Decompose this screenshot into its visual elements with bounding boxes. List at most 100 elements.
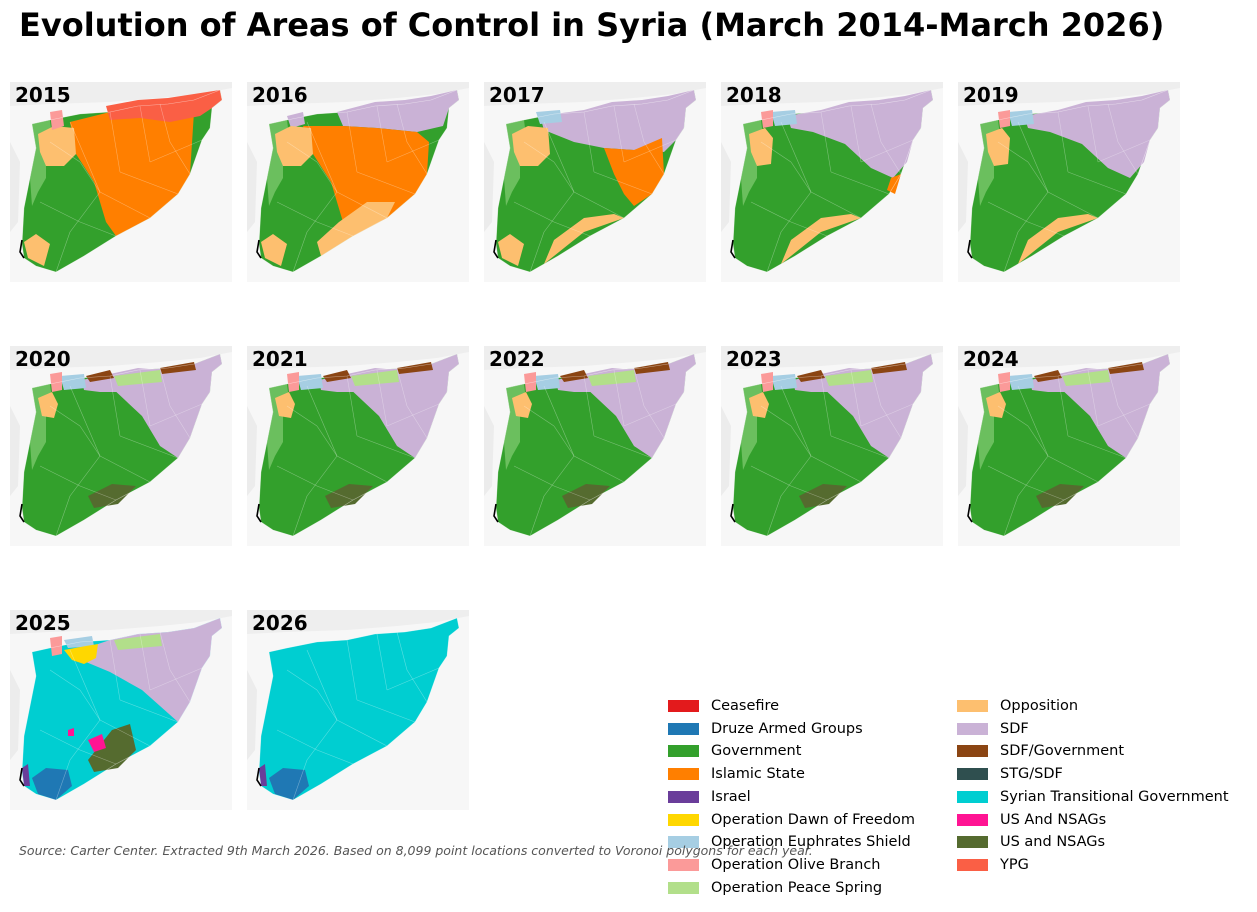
cell-edge (1027, 425, 1049, 457)
zone-sdf-government (1034, 370, 1062, 382)
zone-opposition (317, 202, 395, 256)
cell-edge (1117, 141, 1139, 175)
basemap-neighbour (721, 82, 943, 106)
legend-label: Operation Dawn of Freedom (711, 811, 916, 828)
zone-opposition (1018, 214, 1098, 264)
cell-edge (513, 465, 555, 487)
legend-swatch (957, 813, 988, 826)
cell-edge (49, 405, 81, 427)
cell-edge (386, 403, 440, 427)
cell-edge (573, 191, 625, 219)
legend-swatch (668, 813, 699, 826)
cell-edge (780, 191, 812, 233)
zone-operation-peace-spring (114, 370, 162, 386)
legend-swatch (957, 790, 988, 803)
cell-edge (987, 465, 1029, 487)
zone-operation-euphrates-shield (1008, 374, 1034, 390)
cell-edge (766, 495, 782, 537)
legend-label: Ceasefire (711, 698, 780, 714)
zone-opposition (749, 392, 769, 418)
zone-operation-peace-spring (825, 370, 873, 386)
panel-year-label: 2024 (963, 347, 1019, 371)
cell-edge (286, 405, 318, 427)
cell-edge (292, 495, 308, 537)
legend-item-government: Government (668, 741, 801, 761)
basemap-neighbour (247, 82, 469, 106)
voronoi-lines (39, 367, 203, 537)
basemap-neighbour (484, 346, 706, 370)
zone-islamic-state (604, 138, 664, 206)
cell-edge (1003, 231, 1019, 273)
legend-item-sdf-government: SDF/Government (957, 741, 1124, 761)
cell-edge (513, 201, 555, 223)
zone-islamic-state (303, 126, 429, 236)
syria-map-2021 (247, 346, 469, 546)
zone-druze-armed-groups (269, 768, 309, 800)
legend-item-stg-sdf: STG/SDF (957, 764, 1063, 784)
cell-edge (99, 191, 151, 219)
basemap-neighbour (10, 82, 232, 106)
cell-edge (860, 139, 914, 163)
zone-sdf (540, 90, 696, 152)
cell-edge (583, 375, 595, 437)
syria-map-2022 (484, 346, 706, 546)
basemap-neighbour (247, 346, 469, 370)
cell-edge (543, 191, 575, 233)
cell-edge (987, 201, 1029, 223)
cell-edge (623, 139, 677, 163)
legend-swatch (668, 700, 699, 712)
cell-edge (850, 105, 862, 163)
voronoi-lines (987, 367, 1151, 537)
cell-edge (1017, 455, 1049, 497)
zone-opposition (544, 214, 624, 264)
zone-opposition (749, 128, 773, 166)
cell-edge (643, 141, 665, 175)
zone-opposition (275, 392, 295, 418)
cell-edge (346, 639, 358, 701)
legend-label: US And NSAGs (1000, 811, 1107, 828)
map-panel-2019: 2019 (958, 82, 1180, 282)
map-panel-2017: 2017 (484, 82, 706, 282)
cell-edge (306, 649, 338, 721)
cell-edge (159, 367, 171, 407)
map-panel-2016: 2016 (247, 82, 469, 282)
syria-map-2015 (10, 82, 232, 282)
cell-edge (386, 139, 440, 163)
zone-islamic-state (70, 104, 194, 236)
cell-edge (760, 405, 792, 427)
panel-year-label: 2020 (15, 347, 71, 371)
country-outline (969, 89, 1171, 273)
cell-edge (356, 435, 416, 459)
syria-map-2018 (721, 82, 943, 282)
legend-label: SDF (1000, 720, 1029, 737)
syria-map-2017 (484, 82, 706, 282)
cell-edge (149, 139, 203, 163)
legend-item-ypg: YPG (957, 855, 1029, 875)
zone-us-and-nsags (799, 484, 847, 508)
panel-year-label: 2015 (15, 83, 71, 107)
cell-edge (1017, 385, 1049, 457)
cell-edge (79, 485, 117, 501)
cell-edge (149, 667, 203, 691)
cell-edge (529, 231, 545, 273)
cell-edge (760, 141, 792, 163)
cell-edge (766, 231, 782, 273)
cell-edge (356, 699, 416, 723)
cell-edge (830, 435, 890, 459)
basemap-neighbour (958, 346, 1180, 370)
voronoi-lines (39, 631, 203, 801)
cell-edge (316, 221, 354, 237)
cell-edge (780, 385, 812, 457)
voronoi-lines (513, 103, 677, 273)
zone-opposition (498, 234, 524, 266)
map-panel-2015: 2015 (10, 82, 232, 282)
cell-edge (336, 719, 388, 747)
zone-us-and-nsags (1036, 484, 1084, 508)
golan-border (730, 503, 736, 523)
cell-edge (336, 191, 388, 219)
zone-opposition (512, 392, 532, 418)
cell-edge (356, 171, 416, 195)
country-outline (732, 353, 934, 537)
legend-label: Opposition (1000, 698, 1079, 714)
cell-edge (1027, 485, 1065, 501)
